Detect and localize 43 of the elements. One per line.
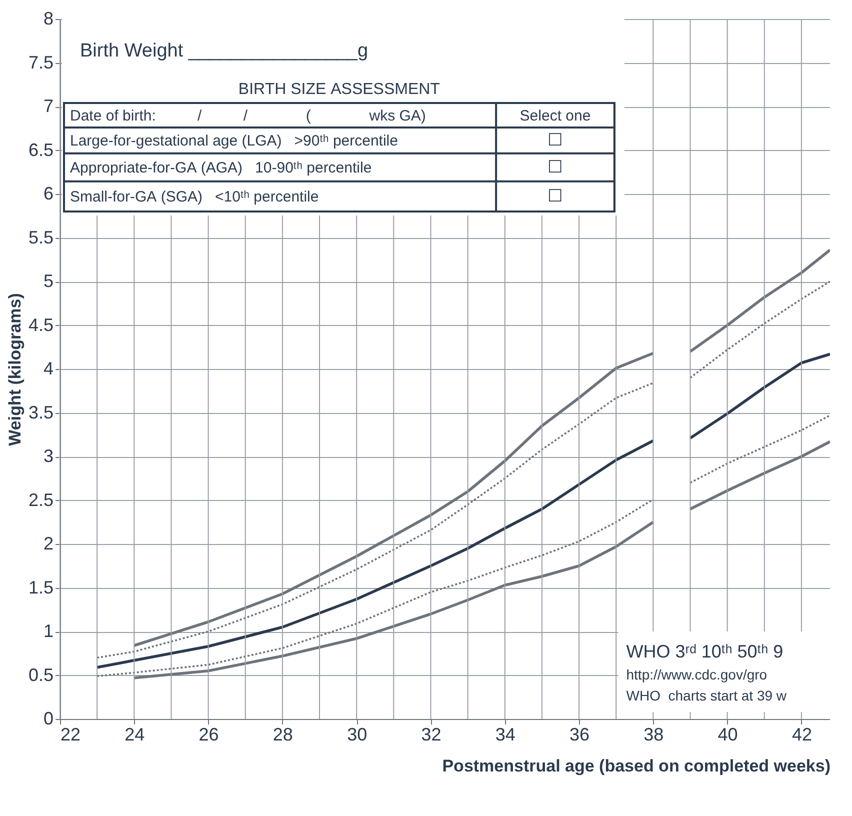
y-tick-label: 6.5: [28, 140, 54, 160]
x-tick-label: 30: [347, 724, 368, 744]
annotation: WHO charts start at 39 w: [626, 688, 788, 704]
x-tick-label: 36: [570, 724, 590, 744]
y-tick-label: 0.5: [28, 664, 54, 685]
y-tick-label: 5.5: [28, 227, 54, 248]
x-axis-title: Postmenstrual age (based on completed weeks): [442, 756, 830, 776]
x-tick-label: 22: [60, 724, 81, 744]
y-tick-label: 2: [43, 534, 54, 554]
x-tick-label: 40: [718, 724, 738, 744]
x-tick-label: 26: [198, 724, 219, 744]
annotation: Birth Weight ________________g: [80, 40, 368, 62]
x-tick-label: 38: [644, 724, 664, 744]
y-tick-label: 7: [43, 96, 54, 116]
y-tick-label: 8: [43, 8, 54, 28]
x-tick-label: 34: [495, 724, 516, 744]
y-tick-label: 4.5: [28, 314, 54, 335]
annotation: Select one: [520, 107, 591, 124]
y-tick-label: 2.5: [28, 490, 54, 510]
x-tick-label: 32: [421, 724, 442, 744]
annotation: Small-for-GA (SGA) <10ᵗʰ percentile: [70, 188, 319, 206]
y-tick-label: 1.5: [28, 577, 54, 598]
x-tick-label: 42: [792, 724, 812, 744]
x-tick-label: 28: [272, 724, 293, 744]
y-tick-label: 3: [43, 446, 54, 466]
annotation: ☐: [548, 186, 563, 206]
y-tick-label: 4: [43, 358, 54, 378]
y-axis-title: Weight (kilograms): [5, 293, 24, 446]
y-tick-label: 6: [43, 184, 54, 204]
annotation: WHO 3ʳᵈ 10ᵗʰ 50ᵗʰ 9: [626, 642, 784, 662]
annotation: http://www.cdc.gov/gro: [626, 666, 768, 683]
annotation: Appropriate-for-GA (AGA) 10-90ᵗʰ percentile: [70, 159, 372, 176]
x-tick-label: 24: [124, 724, 145, 744]
annotation: Date of birth: / / ( wks GA): [70, 107, 426, 124]
y-tick-label: 1: [43, 621, 54, 641]
annotation: ☐: [548, 130, 563, 150]
y-tick-label: 7.5: [28, 52, 54, 72]
y-tick-label: 5: [43, 271, 54, 291]
annotation: BIRTH SIZE ASSESSMENT: [238, 81, 440, 98]
y-tick-label: 0: [43, 708, 54, 728]
y-tick-label: 3.5: [28, 402, 54, 422]
annotation: ☐: [548, 157, 563, 176]
annotation: Large-for-gestational age (LGA) >90ᵗʰ percentile: [70, 132, 398, 150]
